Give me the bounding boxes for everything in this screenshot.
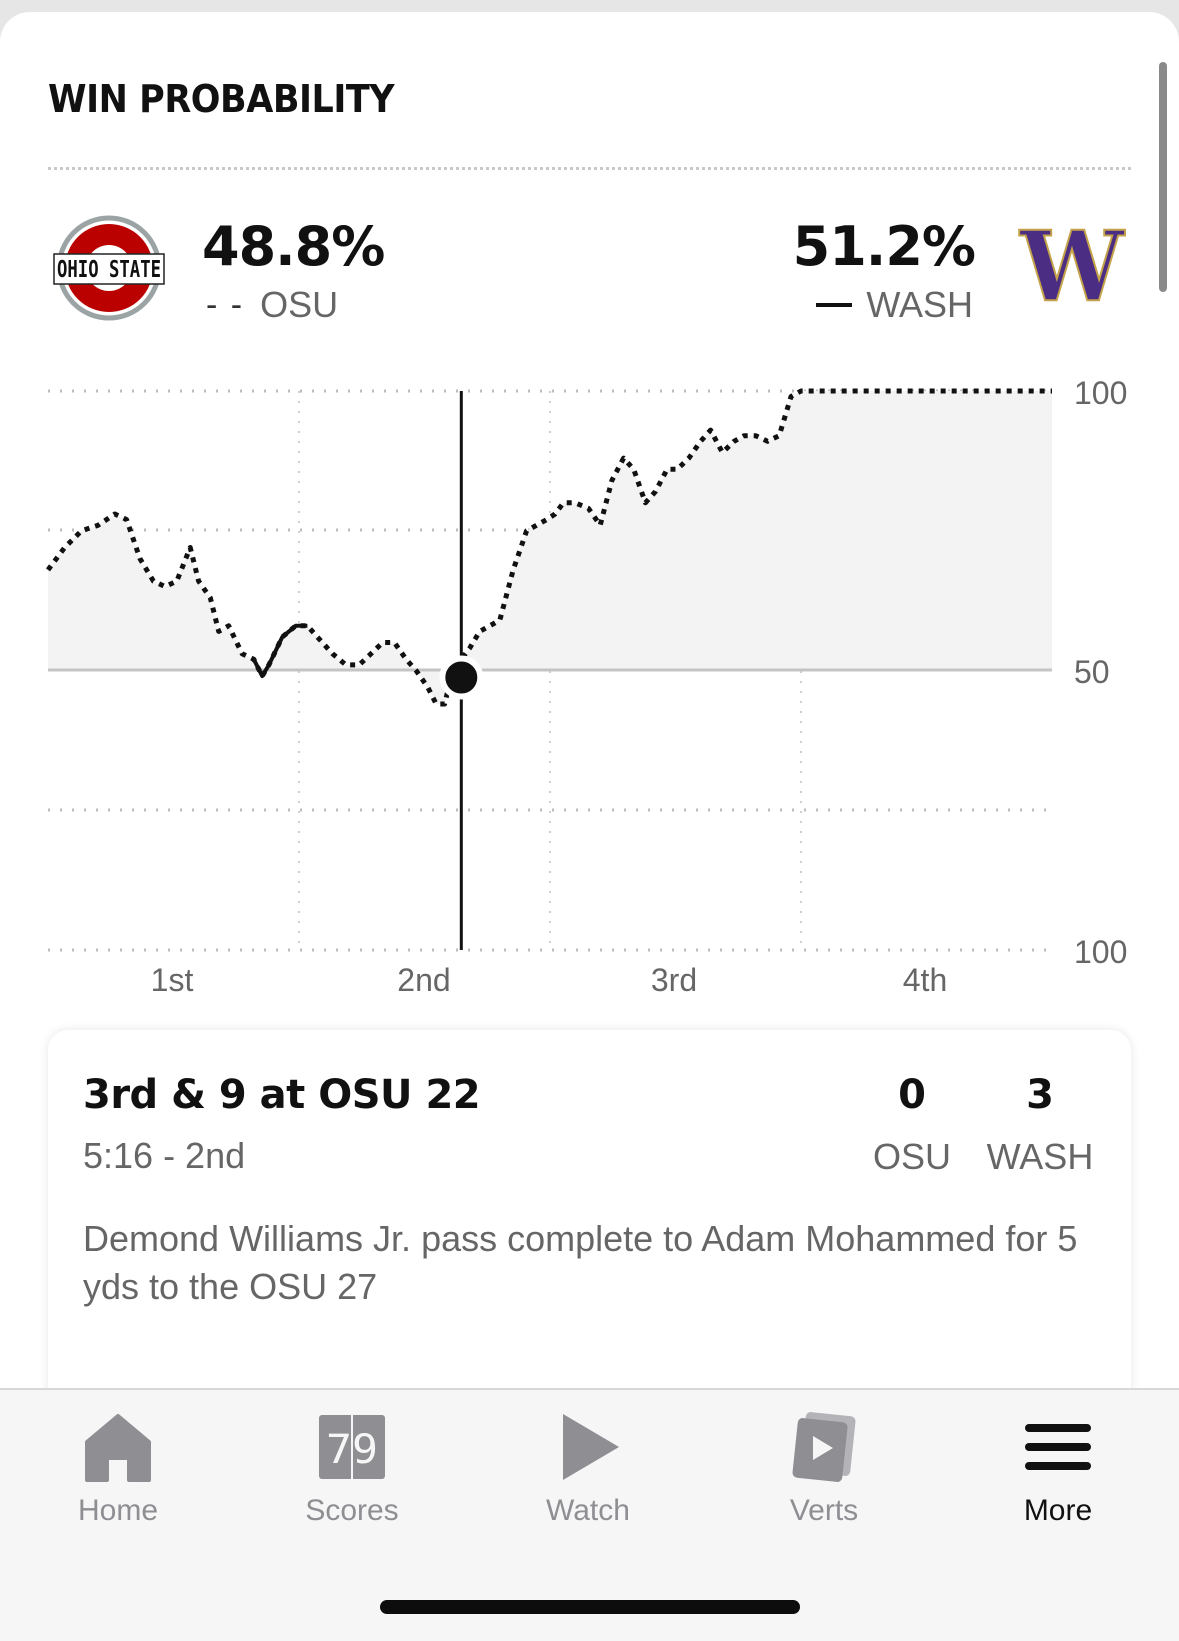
play-detail-card[interactable]: 3rd & 9 at OSU 22 5:16 - 2nd 0 OSU 3 WAS… — [48, 1030, 1131, 1430]
wash-win-percentage: 51.2% — [792, 215, 976, 278]
tab-watch[interactable]: Watch — [488, 1410, 688, 1528]
wash-logo: W — [1018, 228, 1126, 306]
dashed-line-key: - - — [206, 285, 245, 324]
tab-scores-label: Scores — [305, 1494, 399, 1527]
wash-score: 3 — [1026, 1072, 1054, 1118]
play-icon — [563, 1414, 619, 1480]
tab-more[interactable]: More — [958, 1410, 1158, 1528]
x-tick-label-4th: 4th — [903, 962, 947, 992]
osu-logo: OHIO STATE — [53, 215, 165, 321]
menu-icon — [1025, 1424, 1091, 1470]
y-tick-label-bottom: 100 — [1074, 934, 1127, 970]
wash-abbr: WASH — [866, 284, 973, 325]
tab-home-label: Home — [77, 1494, 159, 1527]
home-indicator[interactable] — [380, 1600, 800, 1614]
play-clock: 5:16 - 2nd — [83, 1135, 246, 1176]
tab-home[interactable]: Home — [18, 1410, 218, 1528]
tab-verts[interactable]: Verts — [724, 1410, 924, 1528]
osu-legend: - - OSU — [206, 284, 338, 326]
wash-score-label: WASH — [986, 1136, 1094, 1177]
play-down-distance: 3rd & 9 at OSU 22 — [83, 1072, 481, 1118]
win-probability-chart[interactable]: 100 50 100 1st 2nd 3rd 4th — [0, 372, 1179, 992]
tab-verts-label: Verts — [789, 1494, 859, 1527]
wash-score-column: 3 WASH — [980, 1072, 1100, 1178]
play-description: Demond Williams Jr. pass complete to Ada… — [83, 1218, 1078, 1307]
osu-abbr: OSU — [260, 284, 339, 325]
tab-scores[interactable]: 79 Scores — [252, 1410, 452, 1528]
solid-line-key — [816, 303, 853, 307]
bottom-tab-bar: Home 79 Scores Watch Verts More — [0, 1388, 1179, 1641]
win-probability-line-wash — [252, 623, 308, 679]
osu-win-percentage: 48.8% — [202, 215, 385, 278]
win-probability-line — [45, 388, 1052, 707]
x-tick-label-2nd: 2nd — [397, 962, 450, 992]
y-tick-label-top: 100 — [1074, 375, 1127, 411]
verts-icon — [792, 1412, 856, 1482]
osu-score-label: OSU — [872, 1136, 951, 1177]
y-tick-label-mid: 50 — [1074, 654, 1110, 690]
win-probability-card: WIN PROBABILITY OHIO STATE 48.8% - - OSU… — [0, 12, 1179, 1639]
wash-logo-text: W — [1019, 228, 1125, 306]
home-icon — [85, 1414, 151, 1482]
scores-icon: 79 — [319, 1415, 385, 1479]
scrubber-marker[interactable] — [439, 655, 484, 700]
scroll-indicator[interactable] — [1159, 62, 1167, 292]
divider — [48, 167, 1131, 170]
tab-more-label: More — [1023, 1494, 1093, 1527]
x-tick-label-1st: 1st — [151, 962, 194, 992]
tab-watch-label: Watch — [546, 1494, 630, 1527]
section-title: WIN PROBABILITY — [48, 77, 395, 121]
win-probability-area — [48, 391, 1052, 704]
osu-logo-text: OHIO STATE — [57, 257, 161, 283]
scores-icon-digits: 79 — [326, 1427, 378, 1473]
x-tick-label-3rd: 3rd — [651, 962, 697, 992]
osu-score: 0 — [898, 1072, 926, 1118]
wash-legend: WASH — [816, 284, 973, 326]
osu-score-column: 0 OSU — [852, 1072, 972, 1178]
